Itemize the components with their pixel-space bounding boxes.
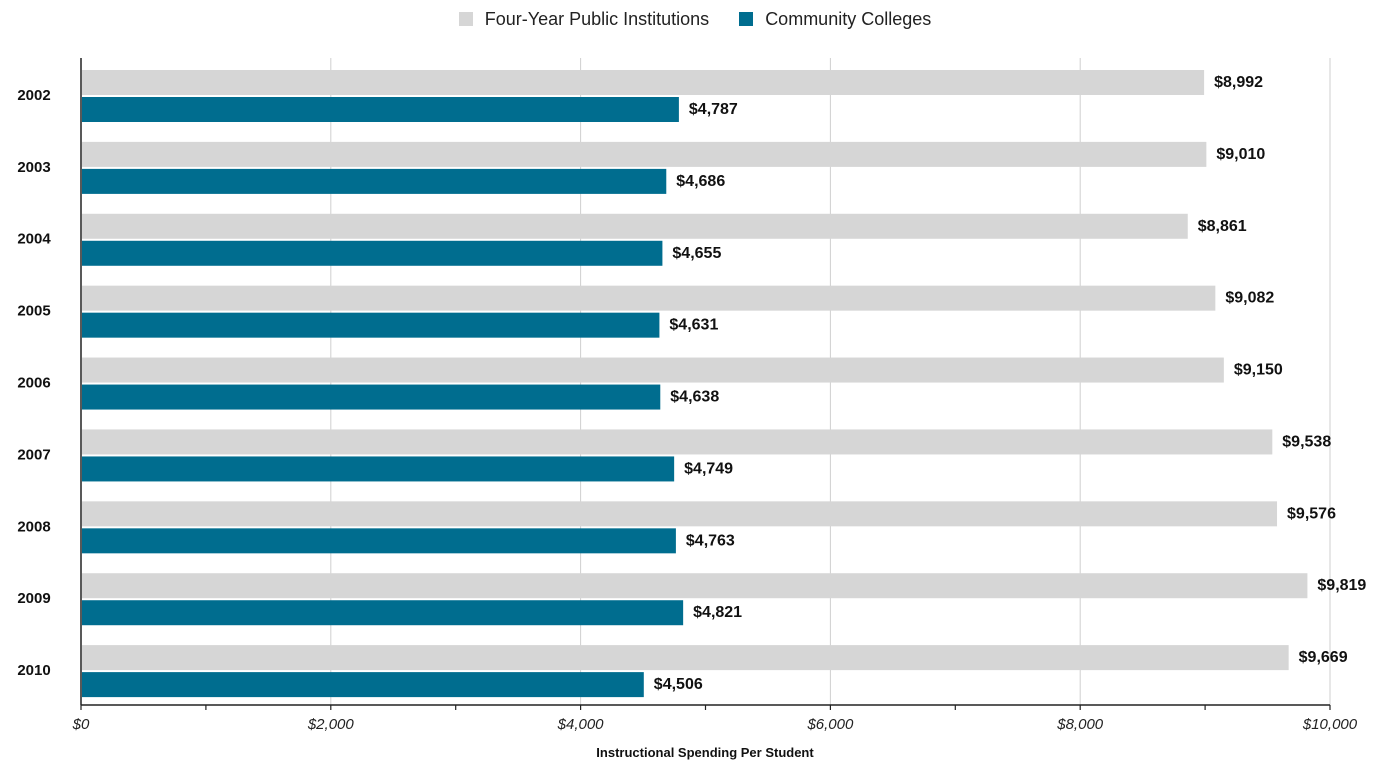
axes	[80, 58, 1331, 710]
data-label-four-year: $9,082	[1225, 290, 1274, 307]
bar-community-college	[82, 97, 679, 122]
bar-four-year	[82, 285, 1216, 311]
data-label-four-year: $9,150	[1234, 362, 1283, 379]
legend-item-four-year: Four-Year Public Institutions	[458, 8, 710, 30]
data-label-community-college: $4,631	[669, 317, 718, 334]
bar-community-college	[82, 384, 661, 410]
legend-swatch-community	[739, 12, 754, 26]
data-label-four-year: $9,010	[1216, 146, 1265, 163]
bar-community-college	[82, 672, 644, 698]
legend-label-four-year: Four-Year Public Institutions	[484, 8, 710, 29]
bar-community-college	[82, 240, 663, 266]
data-label-four-year: $9,669	[1299, 649, 1348, 666]
bars	[82, 70, 1308, 698]
bar-community-college	[82, 600, 684, 626]
category-label: 2005	[17, 303, 50, 320]
bar-four-year	[82, 501, 1278, 527]
data-label-four-year: $9,538	[1282, 433, 1331, 450]
data-label-community-college: $4,638	[670, 389, 719, 406]
data-label-four-year: $8,861	[1198, 218, 1247, 235]
data-label-community-college: $4,787	[689, 101, 738, 118]
bar-four-year	[82, 357, 1224, 383]
x-tick-label: $2,000	[307, 716, 355, 733]
bar-community-college	[82, 528, 676, 554]
x-tick-label: $6,000	[806, 716, 854, 733]
category-label: 2003	[17, 159, 50, 176]
data-label-community-college: $4,749	[684, 460, 733, 477]
data-label-four-year: $9,819	[1317, 577, 1366, 594]
data-label-community-college: $4,655	[672, 245, 721, 262]
legend-swatch-four-year	[458, 12, 473, 26]
labels: $0 $2,000 $4,000 $6,000 $8,000 $10,000 2002 $8,…	[17, 74, 1366, 733]
data-label-community-college: $4,763	[686, 532, 735, 549]
category-label: 2008	[17, 518, 50, 535]
bar-four-year	[82, 213, 1188, 239]
bar-four-year	[82, 141, 1207, 167]
category-label: 2006	[17, 375, 50, 392]
data-label-community-college: $4,506	[654, 676, 703, 693]
x-axis-title: Instructional Spending Per Student	[596, 745, 814, 760]
data-label-community-college: $4,821	[693, 604, 742, 621]
x-tick-label: $0	[72, 716, 90, 733]
x-tick-label: $10,000	[1302, 716, 1358, 733]
bar-community-college	[82, 312, 660, 338]
bar-community-college	[82, 168, 667, 194]
bar-four-year	[82, 429, 1273, 455]
bar-four-year	[82, 645, 1289, 671]
bar-community-college	[82, 456, 675, 482]
bar-four-year	[82, 573, 1308, 599]
category-label: 2007	[17, 446, 50, 463]
legend-item-community: Community Colleges	[739, 9, 931, 30]
category-label: 2009	[17, 590, 50, 607]
legend: Four-Year Public Institutions Community …	[0, 6, 1390, 32]
category-label: 2010	[17, 662, 50, 679]
category-label: 2004	[17, 231, 51, 248]
data-label-community-college: $4,686	[676, 173, 725, 190]
data-label-four-year: $9,576	[1287, 505, 1336, 522]
bar-four-year	[82, 70, 1205, 95]
category-label: 2002	[17, 87, 50, 104]
data-label-four-year: $8,992	[1214, 74, 1263, 91]
legend-label-community: Community Colleges	[765, 8, 932, 29]
x-tick-label: $8,000	[1056, 716, 1104, 733]
x-tick-label: $4,000	[557, 716, 605, 733]
